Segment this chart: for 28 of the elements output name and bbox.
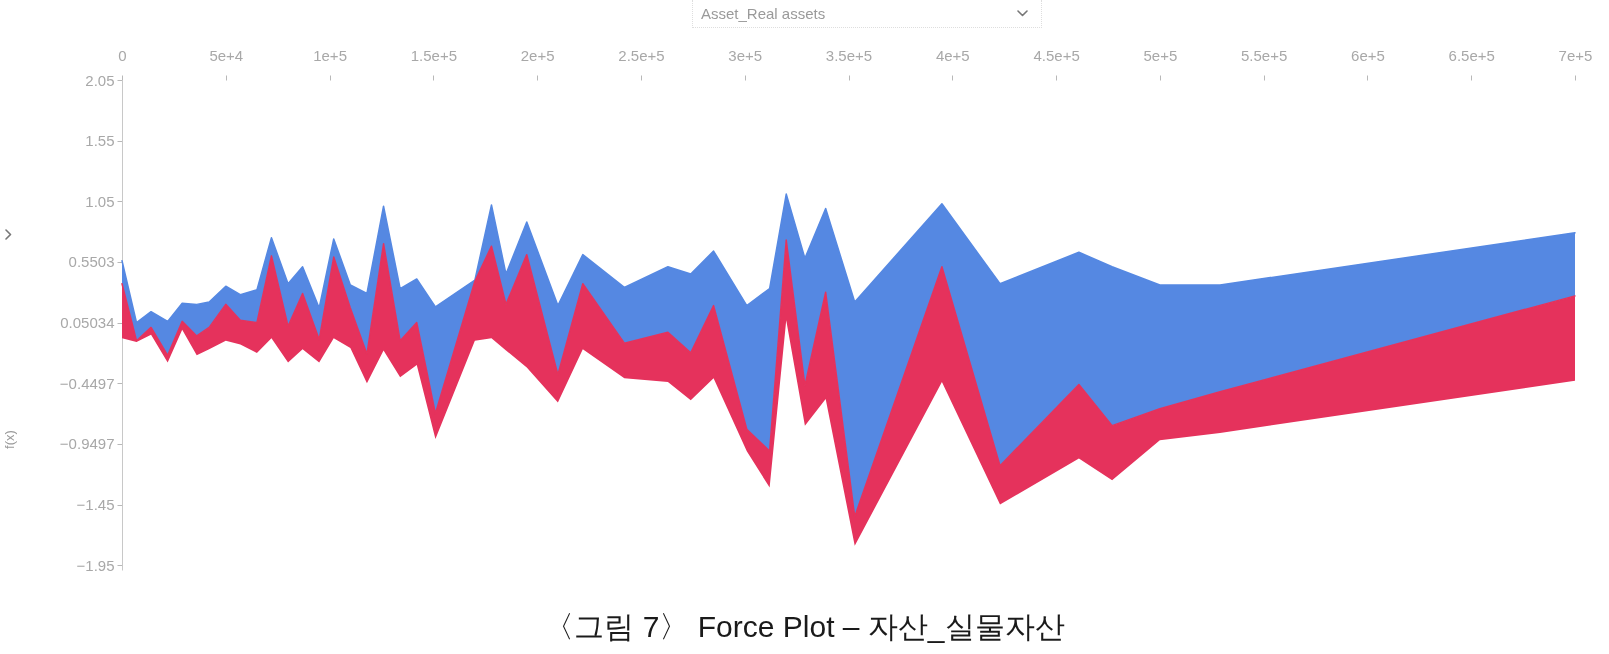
x-tick-label: 7e+5: [1558, 46, 1593, 64]
y-tick-label: 0.5503: [68, 253, 115, 271]
x-tick-label: 3e+5: [728, 46, 763, 64]
x-tick-label: 1.5e+5: [410, 46, 458, 64]
dropdown-field: Asset_Real assets: [692, 0, 1042, 28]
y-tick-label: −0.9497: [59, 435, 115, 453]
text: 〈그림 7〉 Force Plot – 자산_실물자산: [543, 609, 1066, 645]
y-tick-label: 1.05: [85, 192, 115, 210]
y-tick-label: −1.45: [76, 496, 115, 513]
x-tick-label: 5e+4: [209, 46, 244, 64]
y-axis-title: f(x): [1, 430, 17, 449]
x-tick-label: 3.5e+5: [825, 46, 873, 64]
x-tick-label: 0: [118, 46, 127, 64]
x-tick-label: 5e+5: [1143, 46, 1178, 64]
y-tick-label: −0.4497: [59, 374, 115, 392]
x-tick-label: 5.5e+5: [1240, 46, 1288, 64]
y-tick-label: 0.05034: [60, 314, 115, 332]
x-tick-label: 6e+5: [1351, 46, 1385, 64]
y-tick-label: −1.95: [76, 556, 115, 574]
x-tick-label: 6.5e+5: [1448, 46, 1495, 64]
y-tick-label: 2.05: [85, 71, 115, 89]
x-axis-title: Asset_Real assets: [701, 5, 826, 22]
x-tick-label: 2e+5: [520, 46, 555, 64]
x-tick-label: 4.5e+5: [1033, 46, 1080, 64]
x-tick-label: 4e+5: [935, 46, 970, 64]
x-tick-label: 1e+5: [313, 46, 347, 64]
y-tick-label: 1.55: [85, 132, 115, 150]
x-tick-label: 2.5e+5: [618, 46, 665, 64]
